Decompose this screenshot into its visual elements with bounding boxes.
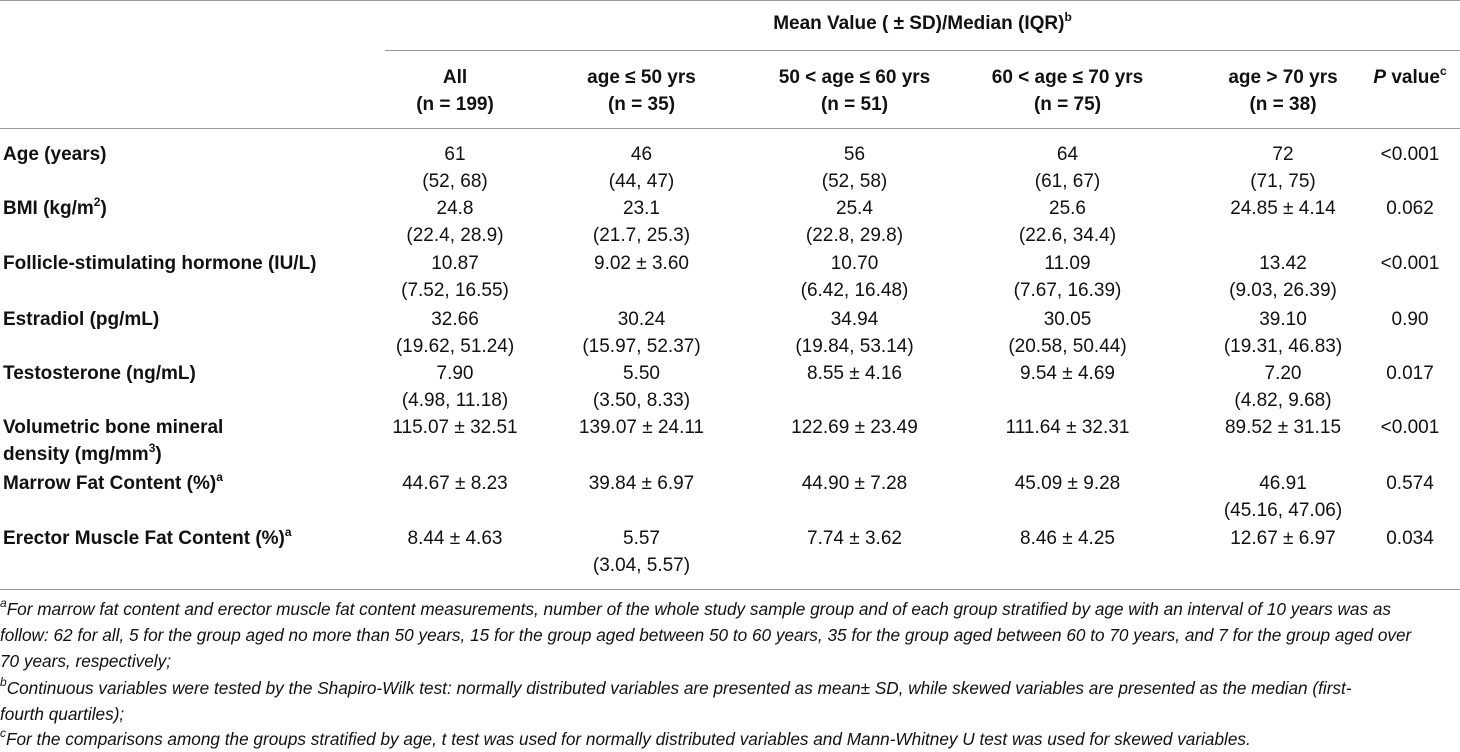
table-cell: 23.1 (21.7, 25.3) <box>592 198 691 246</box>
table-cell: 5.57 (3.04, 5.57) <box>592 528 691 576</box>
table-cell: 25.4 (22.8, 29.8) <box>805 198 904 246</box>
table-cell: 34.94 (19.84, 53.14) <box>795 309 914 357</box>
table-cell: 12.67 ± 6.97 <box>1230 528 1336 549</box>
footnote-a: aFor marrow fat content and erector musc… <box>0 596 1412 671</box>
table-cell: 46.91 (45.16, 47.06) <box>1223 473 1343 521</box>
table-bottom-rule <box>0 589 1460 590</box>
table-cell: 39.10 (19.31, 46.83) <box>1223 309 1343 357</box>
table-cell: 44.67 ± 8.23 <box>402 473 508 494</box>
header-bottom-rule <box>0 128 1460 129</box>
table-cell: 30.05 (20.58, 50.44) <box>1008 309 1127 357</box>
table-cell: 89.52 ± 31.15 <box>1224 417 1342 438</box>
table-cell: 122.69 ± 23.49 <box>791 417 918 438</box>
table-cell: 25.6 (22.6, 34.4) <box>1018 198 1117 246</box>
table-cell: 10.70 (6.42, 16.48) <box>800 253 909 301</box>
footnote-c: cFor the comparisons among the groups st… <box>0 726 1251 749</box>
p-value-cell: 0.574 <box>1386 473 1434 494</box>
table-cell: 45.09 ± 9.28 <box>1014 473 1121 494</box>
row-label-bmi: BMI (kg/m2) <box>3 194 107 219</box>
table-cell: 111.64 ± 32.31 <box>1005 417 1130 438</box>
column-header-pvalue: P valuec <box>1373 63 1447 88</box>
row-label-testosterone: Testosterone (ng/mL) <box>3 363 196 384</box>
table-cell: 8.46 ± 4.25 <box>1020 528 1115 549</box>
p-value-cell: 0.017 <box>1386 363 1434 384</box>
p-value-cell: 0.034 <box>1386 528 1434 549</box>
p-value-cell: 0.90 <box>1391 309 1429 330</box>
table-cell: 9.54 ± 4.69 <box>1020 363 1115 384</box>
table-cell: 9.02 ± 3.60 <box>594 253 689 274</box>
table-cell: 5.50 (3.50, 8.33) <box>592 363 691 411</box>
table-cell: 24.8 (22.4, 28.9) <box>406 198 504 246</box>
table-cell: 64 (61, 67) <box>1034 144 1101 192</box>
row-label-vbmd: Volumetric bone mineral density (mg/mm3) <box>3 417 224 465</box>
table-cell: 30.24 (15.97, 52.37) <box>582 309 701 357</box>
footnote-b: bContinuous variables were tested by the… <box>0 675 1352 724</box>
row-label-age: Age (years) <box>3 144 107 165</box>
table-cell: 46 (44, 47) <box>608 144 675 192</box>
table-cell: 7.74 ± 3.62 <box>807 528 902 549</box>
span-header-rule <box>385 50 1460 51</box>
row-label-marrow-fat: Marrow Fat Content (%)a <box>3 469 223 494</box>
table-cell: 24.85 ± 4.14 <box>1230 198 1336 219</box>
top-rule <box>0 0 1460 1</box>
table-cell: 56 (52, 58) <box>821 144 888 192</box>
row-label-erector-fat: Erector Muscle Fat Content (%)a <box>3 524 292 549</box>
column-header-50-60: 50 < age ≤ 60 yrs (n = 51) <box>778 67 931 115</box>
table-cell: 72 (71, 75) <box>1250 144 1316 192</box>
table-cell: 7.90 (4.98, 11.18) <box>401 363 509 411</box>
table-cell: 7.20 (4.82, 9.68) <box>1234 363 1332 411</box>
column-header-all: All (n = 199) <box>416 67 494 115</box>
row-label-estradiol: Estradiol (pg/mL) <box>3 309 160 330</box>
p-value-cell: 0.062 <box>1386 198 1434 219</box>
row-label-fsh: Follicle-stimulating hormone (IU/L) <box>3 253 317 274</box>
table-cell: 32.66 (19.62, 51.24) <box>395 309 515 357</box>
column-header-60-70: 60 < age ≤ 70 yrs (n = 75) <box>991 67 1144 115</box>
table-cell: 139.07 ± 24.11 <box>578 417 705 438</box>
table-cell: 61 (52, 68) <box>422 144 488 192</box>
table-cell: 10.87 (7.52, 16.55) <box>401 253 509 301</box>
p-value-cell: <0.001 <box>1380 253 1440 274</box>
table-cell: 115.07 ± 32.51 <box>392 417 518 438</box>
table-cell: 44.90 ± 7.28 <box>801 473 908 494</box>
p-value-cell: <0.001 <box>1380 417 1440 438</box>
column-header-gt70: age > 70 yrs (n = 38) <box>1228 67 1338 115</box>
table-cell: 39.84 ± 6.97 <box>588 473 695 494</box>
span-header: Mean Value ( ± SD)/Median (IQR)b <box>773 9 1072 34</box>
table-cell: 13.42 (9.03, 26.39) <box>1229 253 1337 301</box>
table-cell: 11.09 (7.67, 16.39) <box>1013 253 1122 301</box>
column-header-le50: age ≤ 50 yrs (n = 35) <box>587 67 696 115</box>
table-cell: 8.44 ± 4.63 <box>407 528 503 549</box>
table-cell: 8.55 ± 4.16 <box>807 363 902 384</box>
p-value-cell: <0.001 <box>1380 144 1440 165</box>
